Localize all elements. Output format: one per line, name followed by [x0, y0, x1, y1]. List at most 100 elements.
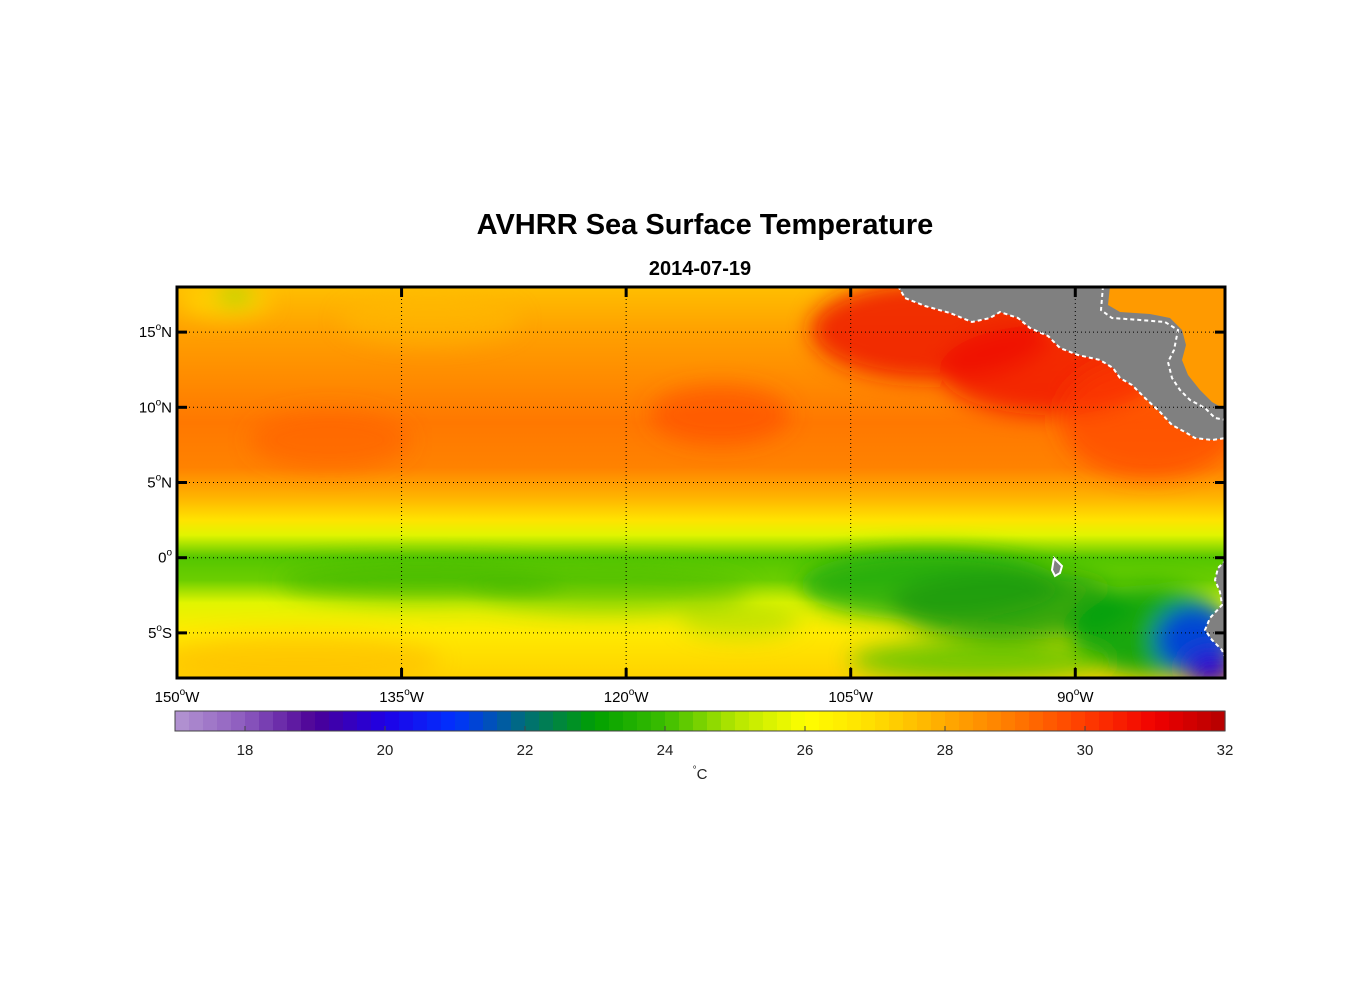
colorbar-step: [1071, 711, 1086, 731]
colorbar-step: [581, 711, 596, 731]
colorbar-step: [1197, 711, 1212, 731]
colorbar-steps: [175, 711, 1226, 731]
colorbar: 18 20 22 24 26 28 30 32 °C: [174, 710, 1234, 783]
colorbar-step: [749, 711, 764, 731]
colorbar-step: [441, 711, 456, 731]
colorbar-step: [1085, 711, 1100, 731]
colorbar-step: [567, 711, 582, 731]
colorbar-step: [497, 711, 512, 731]
central-america-land: [897, 287, 1225, 442]
colorbar-step: [1029, 711, 1044, 731]
galapagos-island: [1050, 555, 1064, 578]
colorbar-step: [455, 711, 470, 731]
colorbar-step: [805, 711, 820, 731]
colorbar-frame: [174, 710, 1226, 732]
colorbar-step: [203, 711, 218, 731]
colorbar-tick-label: 22: [517, 742, 534, 759]
colorbar-step: [637, 711, 652, 731]
colorbar-step: [371, 711, 386, 731]
longitude-label: 135oW: [379, 687, 425, 706]
colorbar-step: [217, 711, 232, 731]
colorbar-step: [973, 711, 988, 731]
latitude-label: 5oS: [148, 623, 172, 642]
colorbar-step: [1015, 711, 1030, 731]
colorbar-step: [889, 711, 904, 731]
colorbar-step: [1211, 711, 1226, 731]
colorbar-step: [1155, 711, 1170, 731]
colorbar-step: [357, 711, 372, 731]
colorbar-step: [609, 711, 624, 731]
colorbar-step: [707, 711, 722, 731]
colorbar-step: [791, 711, 806, 731]
colorbar-step: [315, 711, 330, 731]
latitude-label: 5oN: [147, 473, 172, 492]
colorbar-step: [833, 711, 848, 731]
colorbar-step: [259, 711, 274, 731]
colorbar-step: [1169, 711, 1184, 731]
colorbar-step: [343, 711, 358, 731]
colorbar-step: [525, 711, 540, 731]
colorbar-step: [301, 711, 316, 731]
map-title: AVHRR Sea Surface Temperature: [477, 209, 934, 241]
colorbar-step: [245, 711, 260, 731]
colorbar-step: [847, 711, 862, 731]
colorbar-step: [819, 711, 834, 731]
colorbar-step: [679, 711, 694, 731]
colorbar-step: [861, 711, 876, 731]
colorbar-step: [1043, 711, 1058, 731]
colorbar-step: [665, 711, 680, 731]
colorbar-step: [917, 711, 932, 731]
colorbar-step: [483, 711, 498, 731]
map-subtitle-date: 2014-07-19: [649, 258, 751, 280]
colorbar-step: [189, 711, 204, 731]
colorbar-step: [273, 711, 288, 731]
colorbar-ticks: 18 20 22 24 26 28 30 32: [237, 726, 1234, 759]
colorbar-step: [1183, 711, 1198, 731]
colorbar-step: [931, 711, 946, 731]
colorbar-step: [623, 711, 638, 731]
map-area: [177, 287, 1225, 678]
colorbar-step: [329, 711, 344, 731]
colorbar-tick-label: 32: [1217, 742, 1234, 759]
colorbar-step: [1001, 711, 1016, 731]
map-ticks: [177, 287, 1225, 678]
latitude-label: 15oN: [139, 322, 172, 341]
latitude-labels: 15oN 10oN 5oN 0o 5oS: [139, 322, 173, 642]
colorbar-tick-label: 18: [237, 742, 254, 759]
colorbar-step: [385, 711, 400, 731]
longitude-labels: 150oW 135oW 120oW 105oW 90oW: [155, 687, 1095, 706]
colorbar-step: [595, 711, 610, 731]
colorbar-tick-label: 28: [937, 742, 954, 759]
colorbar-step: [959, 711, 974, 731]
colorbar-step: [287, 711, 302, 731]
colorbar-step: [511, 711, 526, 731]
colorbar-step: [651, 711, 666, 731]
colorbar-step: [987, 711, 1002, 731]
colorbar-step: [469, 711, 484, 731]
colorbar-tick-label: 30: [1077, 742, 1094, 759]
latitude-label: 0o: [158, 548, 172, 567]
colorbar-step: [1141, 711, 1156, 731]
colorbar-step: [413, 711, 428, 731]
map-gridlines: [177, 287, 1225, 678]
colorbar-step: [399, 711, 414, 731]
colorbar-tick-label: 20: [377, 742, 394, 759]
colorbar-tick-label: 24: [657, 742, 674, 759]
colorbar-step: [1057, 711, 1072, 731]
longitude-label: 120oW: [604, 687, 650, 706]
colorbar-step: [945, 711, 960, 731]
colorbar-step: [763, 711, 778, 731]
colorbar-step: [1127, 711, 1142, 731]
colorbar-step: [875, 711, 890, 731]
colorbar-tick-label: 26: [797, 742, 814, 759]
yucatan-water: [1108, 287, 1225, 410]
colorbar-unit-label: °C: [693, 765, 708, 783]
colorbar-step: [231, 711, 246, 731]
colorbar-step: [1113, 711, 1128, 731]
colorbar-step: [735, 711, 750, 731]
longitude-label: 90oW: [1057, 687, 1094, 706]
colorbar-step: [777, 711, 792, 731]
longitude-label: 150oW: [155, 687, 201, 706]
colorbar-step: [903, 711, 918, 731]
